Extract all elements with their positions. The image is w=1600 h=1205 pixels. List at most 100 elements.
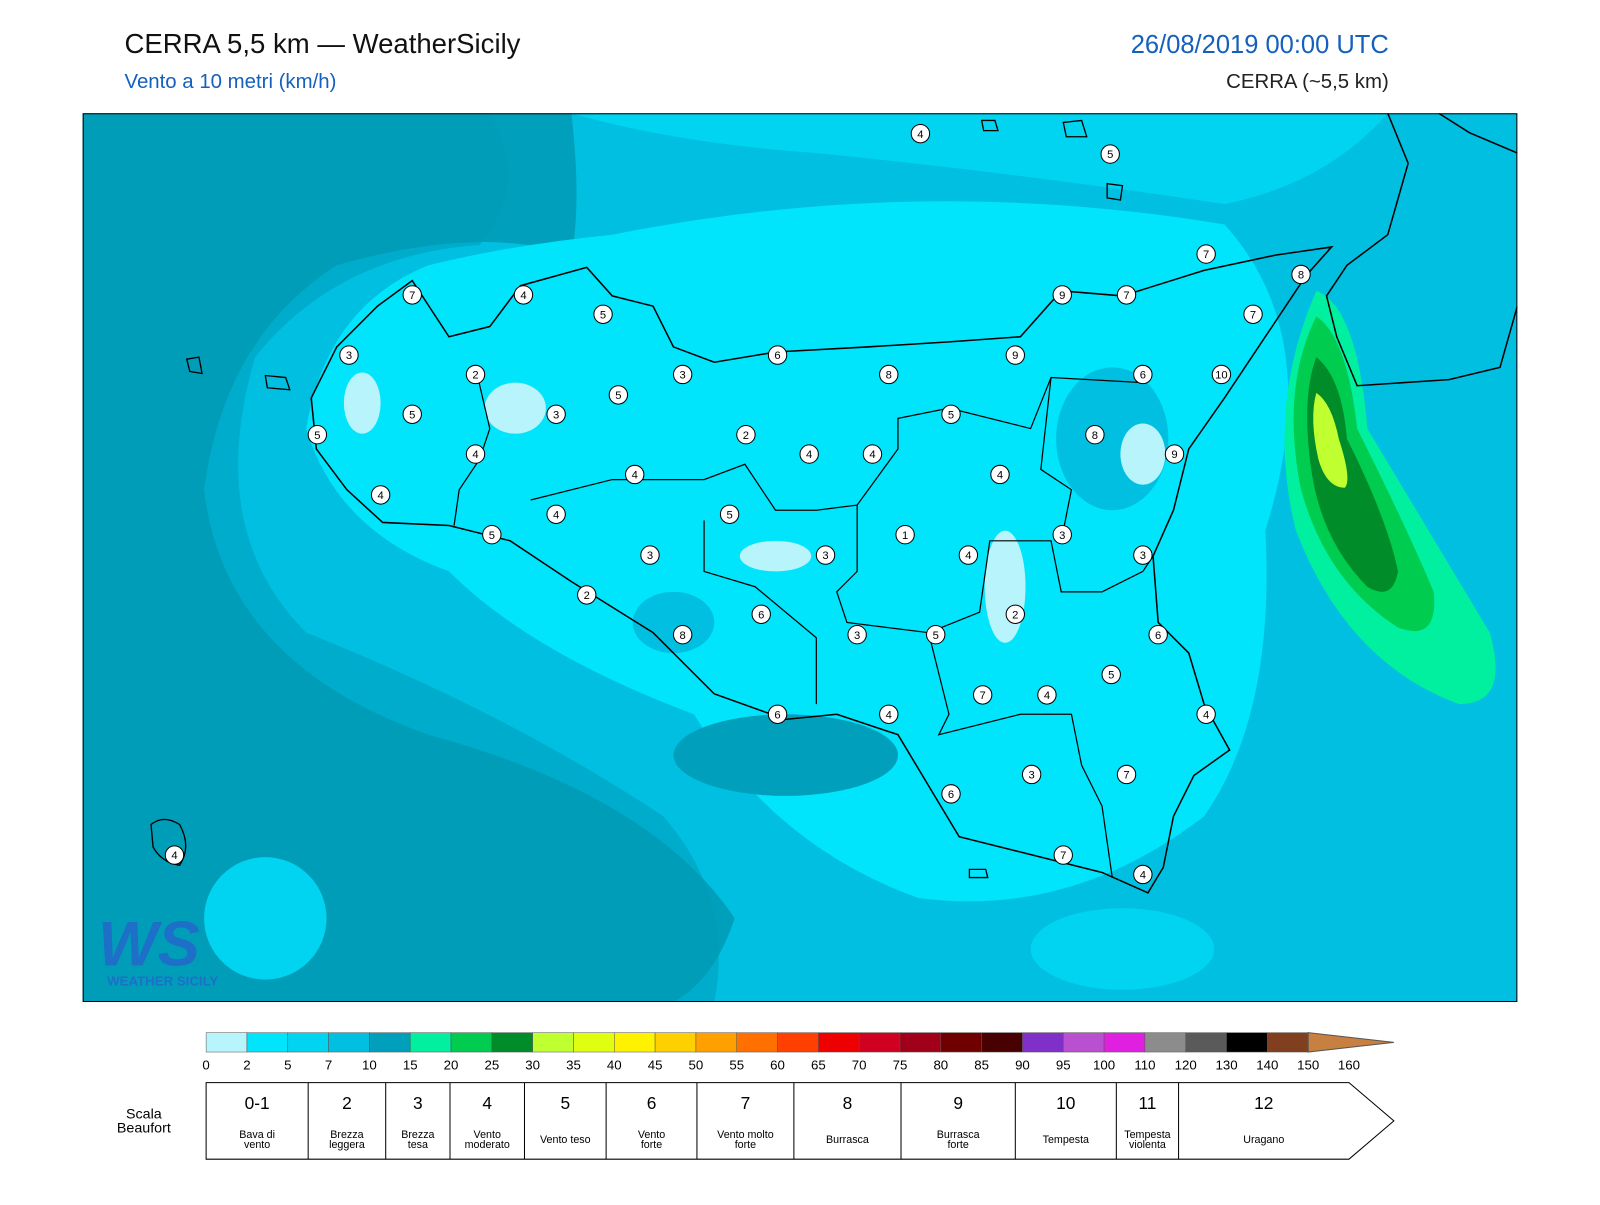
station-marker bbox=[593, 304, 613, 324]
colorbar-tick-label: 90 bbox=[1015, 1057, 1030, 1072]
station-marker bbox=[1053, 845, 1073, 865]
beaufort-description: violenta bbox=[1129, 1139, 1166, 1151]
colorbar-tick-label: 7 bbox=[325, 1057, 332, 1072]
colorbar-tick-label: 15 bbox=[403, 1057, 418, 1072]
station-value: 3 bbox=[1140, 550, 1146, 562]
colorbar-tick-label: 35 bbox=[566, 1057, 581, 1072]
station-value: 7 bbox=[1123, 770, 1129, 782]
logo-name: WEATHER SICILY bbox=[107, 974, 218, 989]
beaufort-force: 0-1 bbox=[245, 1093, 270, 1113]
colorbar-arrow bbox=[1307, 1032, 1394, 1053]
beaufort-description: Tempesta bbox=[1124, 1129, 1170, 1141]
station-marker bbox=[513, 285, 534, 305]
station-marker bbox=[1211, 364, 1232, 385]
station-value: 5 bbox=[489, 530, 495, 542]
logo-mark: WS bbox=[98, 909, 200, 979]
logo: WS WEATHER SICILY bbox=[98, 909, 219, 988]
station-value: 4 bbox=[1140, 870, 1146, 882]
station-marker bbox=[370, 485, 391, 505]
station-value: 6 bbox=[948, 789, 954, 801]
station-value: 5 bbox=[1107, 149, 1113, 161]
beaufort-description: vento bbox=[244, 1139, 270, 1151]
beaufort-force: 4 bbox=[482, 1093, 492, 1113]
colorbar-swatch bbox=[450, 1032, 493, 1053]
colorbar-swatch bbox=[899, 1032, 942, 1053]
station-marker bbox=[1116, 285, 1137, 305]
station-marker bbox=[1101, 664, 1121, 685]
colorbar-tick-label: 10 bbox=[362, 1057, 377, 1072]
station-marker bbox=[926, 625, 946, 645]
station-marker bbox=[625, 464, 645, 485]
colorbar-tick-label: 80 bbox=[933, 1057, 948, 1072]
colorbar-tick-label: 5 bbox=[284, 1057, 291, 1072]
colorbar-tick-label: 85 bbox=[974, 1057, 989, 1072]
station-value: 6 bbox=[758, 609, 764, 621]
station-value: 3 bbox=[680, 370, 686, 382]
beaufort-description: leggera bbox=[329, 1139, 365, 1151]
station-value: 10 bbox=[1215, 370, 1227, 382]
station-value: 7 bbox=[1060, 850, 1066, 862]
station-marker bbox=[879, 704, 899, 724]
station-value: 9 bbox=[1012, 350, 1018, 362]
beaufort-description: Uragano bbox=[1243, 1134, 1284, 1146]
colorbar-tick-label: 75 bbox=[893, 1057, 908, 1072]
colorbar-swatch bbox=[858, 1032, 901, 1053]
station-marker bbox=[767, 704, 788, 724]
station-value: 9 bbox=[1171, 449, 1177, 461]
colorbar: 0 2 5 7 10 15 20 25 30 35 40 45 50 55 60 65 70 75 80 85 90 95… bbox=[202, 1032, 1394, 1072]
colorbar-swatch bbox=[1063, 1032, 1105, 1053]
station-marker bbox=[847, 625, 867, 645]
station-marker bbox=[895, 525, 915, 545]
station-value: 6 bbox=[774, 350, 780, 362]
station-value: 8 bbox=[886, 370, 892, 382]
beaufort-label: Beaufort bbox=[117, 1121, 171, 1137]
station-value: 7 bbox=[1123, 290, 1129, 302]
station-marker bbox=[767, 345, 788, 365]
station-marker bbox=[672, 625, 693, 645]
station-value: 7 bbox=[980, 690, 986, 702]
beaufort-description: Brezza bbox=[330, 1129, 363, 1141]
colorbar-swatch bbox=[1144, 1032, 1186, 1053]
station-marker bbox=[941, 404, 961, 424]
beaufort-description: tesa bbox=[408, 1139, 428, 1151]
colorbar-swatch bbox=[246, 1032, 289, 1053]
colorbar-tick-label: 40 bbox=[607, 1057, 622, 1072]
stations: 4 5 7 8 7 4 5 9 7 7 6 8 9 3 2 3 6 10 5 5 3 5 5 8 2 4 4 4 9 4 4 4 4 5 5 1 3 3 3… bbox=[164, 123, 1311, 885]
beaufort-description: Brezza bbox=[401, 1129, 434, 1141]
station-marker bbox=[799, 444, 819, 464]
station-marker bbox=[1005, 604, 1025, 624]
station-marker bbox=[719, 504, 740, 524]
station-value: 5 bbox=[726, 509, 732, 521]
station-value: 4 bbox=[886, 709, 892, 721]
beaufort-force: 2 bbox=[342, 1093, 352, 1113]
station-value: 3 bbox=[822, 550, 828, 562]
station-value: 2 bbox=[743, 430, 749, 442]
map bbox=[82, 113, 1518, 1003]
station-marker bbox=[1085, 425, 1105, 445]
beaufort-description: forte bbox=[947, 1139, 968, 1151]
colorbar-tick-label: 55 bbox=[729, 1057, 744, 1072]
colorbar-tick-label: 50 bbox=[689, 1057, 704, 1072]
station-value: 5 bbox=[615, 390, 621, 402]
colorbar-tick-label: 120 bbox=[1175, 1057, 1197, 1072]
beaufort-description: Burrasca bbox=[937, 1129, 980, 1141]
colorbar-tick-label: 45 bbox=[648, 1057, 663, 1072]
colorbar-swatch bbox=[940, 1032, 982, 1053]
station-marker bbox=[910, 123, 931, 144]
colorbar-tick-label: 130 bbox=[1215, 1057, 1237, 1072]
station-marker bbox=[1021, 764, 1042, 785]
beaufort-force: 6 bbox=[647, 1093, 657, 1113]
station-value: 5 bbox=[314, 430, 320, 442]
station-value: 8 bbox=[1298, 270, 1304, 282]
colorbar-swatch bbox=[369, 1032, 411, 1053]
station-marker bbox=[465, 364, 486, 385]
station-marker bbox=[1116, 764, 1137, 785]
station-value: 8 bbox=[680, 630, 686, 642]
colorbar-tick-label: 20 bbox=[444, 1057, 459, 1072]
station-marker bbox=[1133, 545, 1153, 565]
station-value: 3 bbox=[346, 350, 352, 362]
station-value: 4 bbox=[917, 129, 923, 141]
station-value: 3 bbox=[1029, 770, 1035, 782]
colorbar-swatch bbox=[981, 1032, 1023, 1053]
